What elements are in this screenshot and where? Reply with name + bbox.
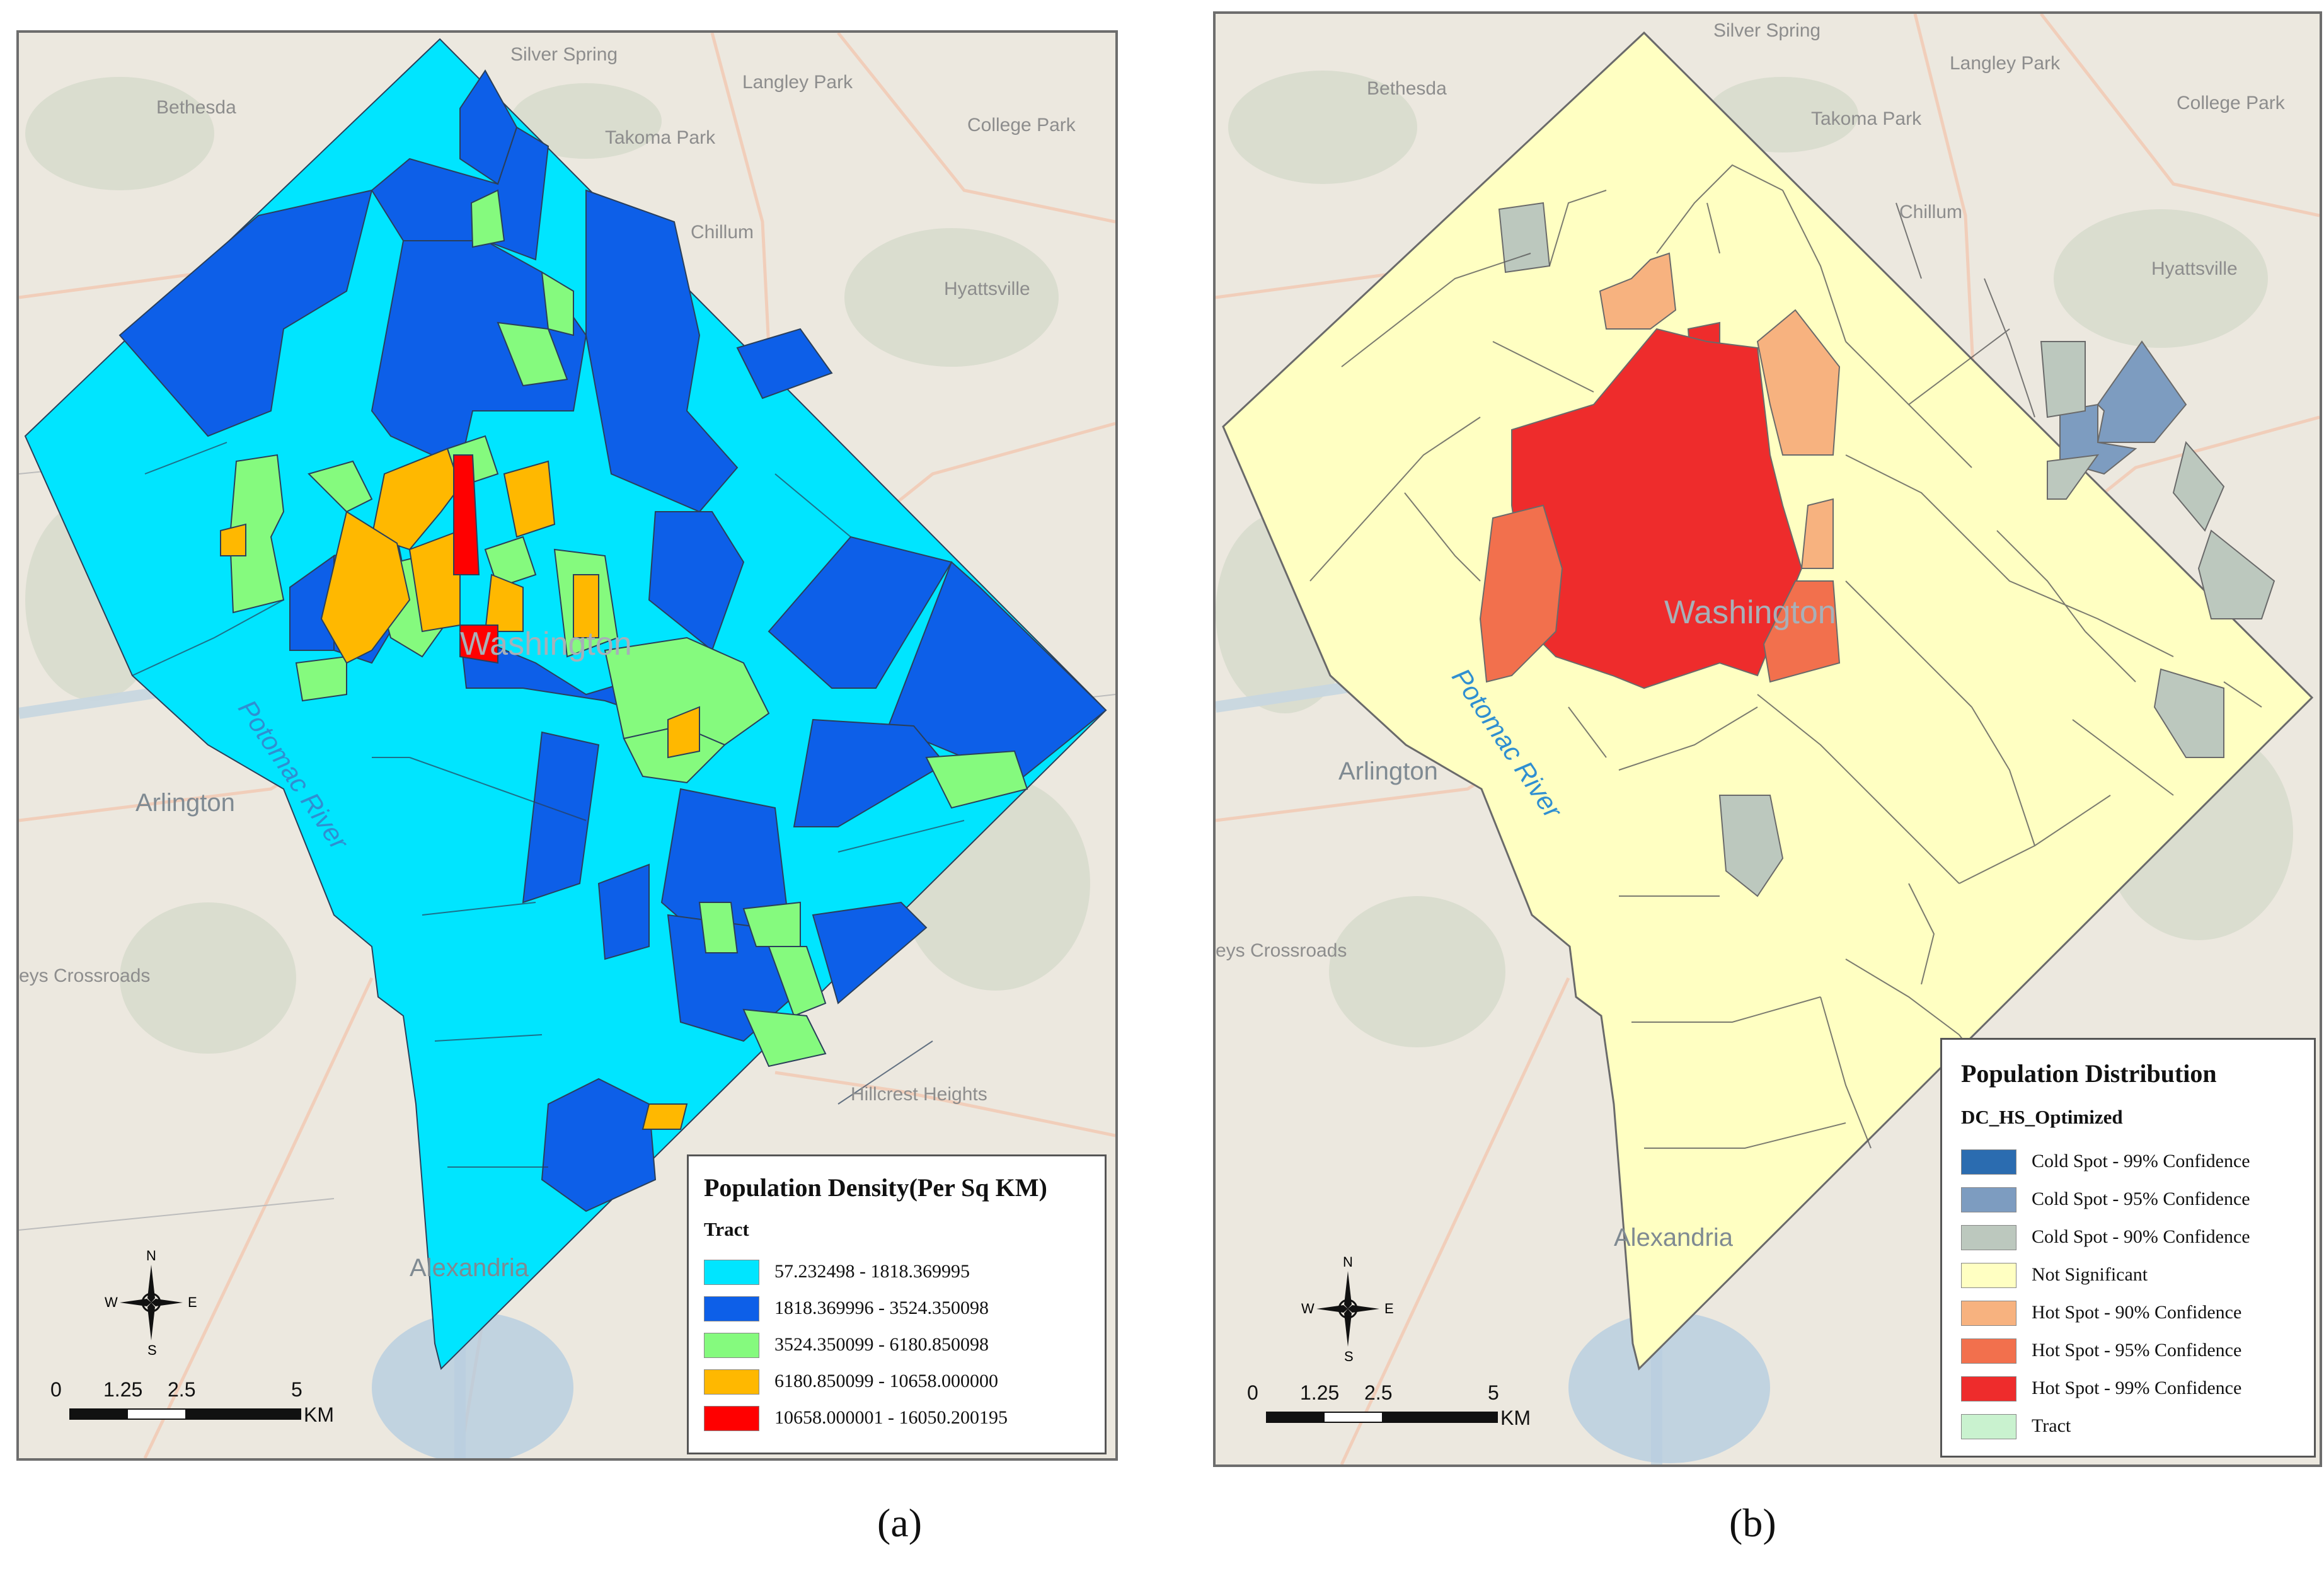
legend-swatch	[704, 1296, 759, 1321]
legend-population-distribution: Population Distribution DC_HS_Optimized …	[1940, 1038, 2316, 1458]
legend-subtitle: DC_HS_Optimized	[1961, 1106, 2123, 1128]
compass-n: N	[1343, 1254, 1353, 1270]
legend-item: 57.232498 - 1818.369995	[704, 1258, 1032, 1287]
scale-tick-2: 2.5	[168, 1378, 196, 1401]
legend-item: Cold Spot - 90% Confidence	[1961, 1224, 2289, 1253]
compass-w: W	[1301, 1301, 1314, 1316]
legend-swatch	[1961, 1149, 2016, 1175]
place-label-hyattsville: Hyattsville	[2151, 258, 2238, 279]
scale-unit: KM	[304, 1403, 334, 1426]
scale-bar-track	[69, 1408, 301, 1420]
compass-w: W	[105, 1294, 118, 1310]
compass-e: E	[1384, 1301, 1394, 1316]
scale-unit: KM	[1500, 1407, 1531, 1429]
place-label-college-park: College Park	[967, 115, 1076, 135]
legend-item: 1818.369996 - 3524.350098	[704, 1295, 1032, 1324]
legend-swatch	[1961, 1414, 2016, 1439]
legend-label: Hot Spot - 95% Confidence	[2032, 1340, 2242, 1361]
scale-tick-0: 0	[50, 1378, 62, 1401]
caption-a: (a)	[877, 1500, 923, 1545]
scale-bar: 0 1.25 2.5 5 KM	[44, 1378, 372, 1435]
legend-label: 6180.850099 - 10658.000000	[774, 1371, 998, 1391]
place-label-washington: Washington	[460, 626, 632, 662]
place-label-crossroads: eys Crossroads	[1216, 940, 1347, 961]
caption-b: (b)	[1729, 1500, 1776, 1545]
map-panel-b: Silver Spring Bethesda Langley Park Tako…	[1213, 11, 2322, 1467]
legend-label: Cold Spot - 99% Confidence	[2032, 1151, 2250, 1171]
legend-label: 3524.350099 - 6180.850098	[774, 1334, 989, 1355]
legend-label: Not Significant	[2032, 1264, 2148, 1285]
place-label-alexandria: Alexandria	[410, 1254, 529, 1282]
place-label-takoma-park: Takoma Park	[1811, 108, 1922, 129]
legend-swatch	[704, 1260, 759, 1285]
map-b-canvas	[1216, 14, 2320, 1465]
scale-bar: 0 1.25 2.5 5 KM	[1241, 1381, 1568, 1438]
legend-population-density: Population Density(Per Sq KM) Tract 57.2…	[687, 1154, 1107, 1454]
legend-swatch	[704, 1369, 759, 1395]
scale-tick-3: 5	[1488, 1381, 1499, 1404]
scale-tick-3: 5	[291, 1378, 302, 1401]
legend-item: Hot Spot - 90% Confidence	[1961, 1299, 2289, 1328]
legend-item: 10658.000001 - 16050.200195	[704, 1405, 1032, 1434]
legend-label: 57.232498 - 1818.369995	[774, 1261, 970, 1282]
north-arrow-icon: N S W E	[105, 1248, 197, 1358]
place-label-langley-park: Langley Park	[742, 72, 853, 93]
legend-item: Cold Spot - 99% Confidence	[1961, 1148, 2289, 1177]
place-label-bethesda: Bethesda	[156, 97, 236, 118]
legend-item: Cold Spot - 95% Confidence	[1961, 1186, 2289, 1215]
compass-s: S	[1344, 1349, 1354, 1364]
legend-subtitle: Tract	[704, 1218, 749, 1240]
place-label-alexandria: Alexandria	[1614, 1224, 1734, 1252]
place-label-bethesda: Bethesda	[1367, 78, 1447, 99]
legend-label: Tract	[2032, 1415, 2071, 1436]
legend-swatch	[1961, 1263, 2016, 1288]
legend-swatch	[1961, 1225, 2016, 1250]
legend-label: 1818.369996 - 3524.350098	[774, 1298, 989, 1318]
legend-title: Population Distribution	[1961, 1059, 2217, 1088]
place-label-hillcrest-heights: Hillcrest Heights	[851, 1084, 987, 1105]
compass-n: N	[146, 1248, 156, 1263]
place-label-college-park: College Park	[2177, 93, 2285, 113]
place-label-chillum: Chillum	[1899, 202, 1963, 222]
legend-item: 6180.850099 - 10658.000000	[704, 1368, 1032, 1397]
legend-label: Hot Spot - 99% Confidence	[2032, 1378, 2242, 1398]
scale-tick-1: 1.25	[1300, 1381, 1340, 1404]
legend-item: Hot Spot - 99% Confidence	[1961, 1375, 2289, 1404]
legend-label: Hot Spot - 90% Confidence	[2032, 1302, 2242, 1323]
place-label-chillum: Chillum	[691, 222, 754, 243]
compass-s: S	[147, 1342, 157, 1358]
place-label-langley-park: Langley Park	[1950, 53, 2061, 74]
legend-swatch	[1961, 1301, 2016, 1326]
north-arrow-icon: N S W E	[1301, 1254, 1394, 1364]
legend-item: Not Significant	[1961, 1262, 2289, 1291]
legend-swatch	[704, 1333, 759, 1358]
place-label-washington: Washington	[1664, 594, 1836, 631]
legend-label: Cold Spot - 90% Confidence	[2032, 1226, 2250, 1247]
place-label-silver-spring: Silver Spring	[510, 44, 618, 65]
legend-item: Hot Spot - 95% Confidence	[1961, 1337, 2289, 1366]
legend-label: Cold Spot - 95% Confidence	[2032, 1188, 2250, 1209]
map-panel-a: Silver Spring Bethesda Langley Park Tako…	[16, 30, 1118, 1461]
scale-bar-track	[1266, 1412, 1498, 1423]
place-label-arlington: Arlington	[135, 789, 235, 817]
legend-item: 3524.350099 - 6180.850098	[704, 1332, 1032, 1361]
legend-label: 10658.000001 - 16050.200195	[774, 1407, 1008, 1428]
place-label-silver-spring: Silver Spring	[1713, 20, 1821, 41]
legend-swatch	[1961, 1187, 2016, 1212]
legend-swatch	[704, 1406, 759, 1431]
legend-item: Tract	[1961, 1413, 2289, 1442]
compass-e: E	[188, 1294, 197, 1310]
scale-tick-2: 2.5	[1364, 1381, 1393, 1404]
place-label-takoma-park: Takoma Park	[605, 127, 716, 148]
legend-swatch	[1961, 1338, 2016, 1364]
scale-tick-1: 1.25	[103, 1378, 143, 1401]
place-label-hyattsville: Hyattsville	[944, 279, 1030, 299]
scale-tick-0: 0	[1247, 1381, 1258, 1404]
legend-swatch	[1961, 1376, 2016, 1401]
place-label-arlington: Arlington	[1338, 757, 1438, 785]
legend-title: Population Density(Per Sq KM)	[704, 1173, 1047, 1202]
place-label-crossroads: eys Crossroads	[19, 965, 151, 986]
